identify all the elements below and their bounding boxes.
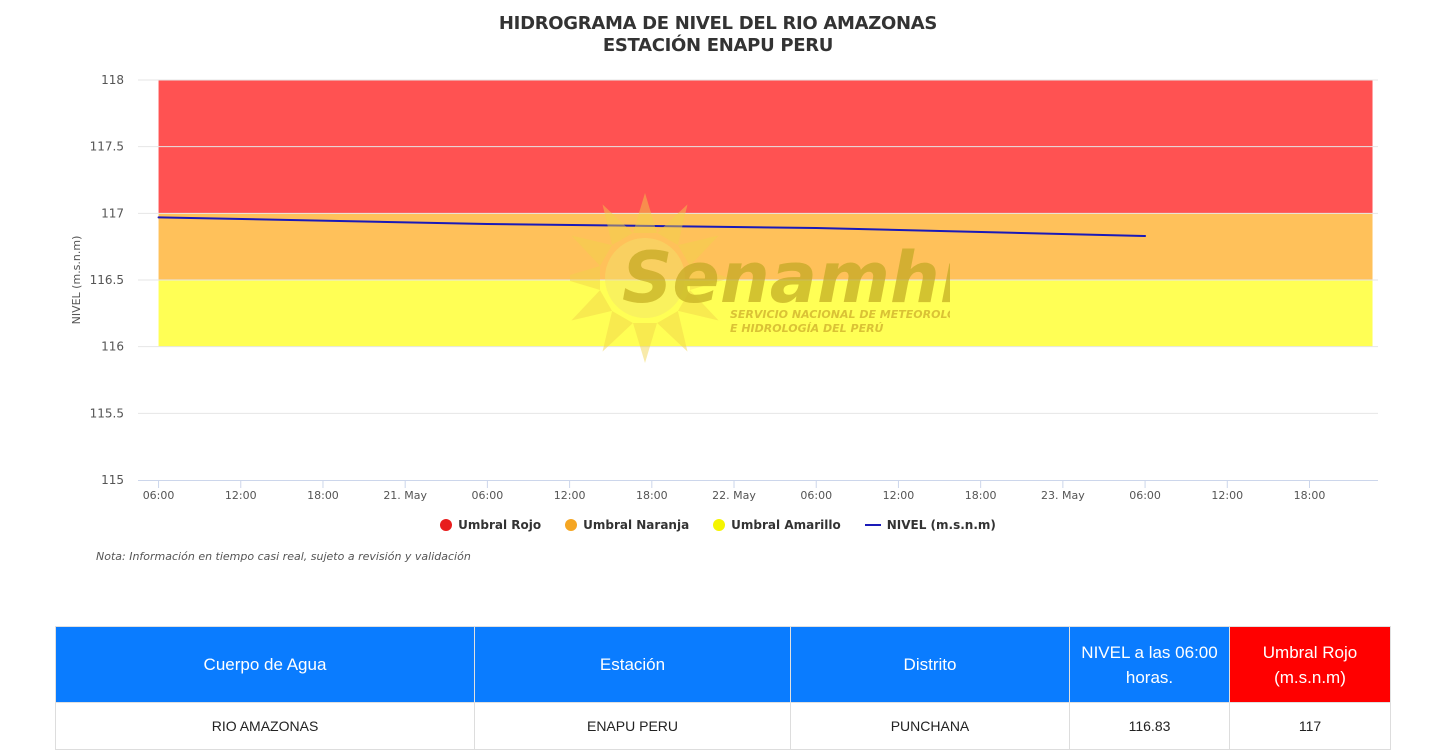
- y-axis-label: NIVEL (m.s.n.m): [70, 236, 83, 325]
- orange-dot-icon: [565, 519, 578, 531]
- y-tick-label: 116: [101, 340, 124, 354]
- chart-plot-svg: 118 117.5 117 116.5 116 115.5 115 06:00 12:00 18:…: [70, 73, 1378, 502]
- x-tick-label: 18:00: [1294, 489, 1326, 502]
- nivel-data-point: [815, 227, 818, 229]
- x-tick-label: 18:00: [307, 489, 339, 502]
- x-tick-label: 12:00: [1211, 489, 1243, 502]
- cell-estacion: ENAPU PERU: [474, 702, 791, 750]
- nivel-data-point: [1144, 235, 1147, 237]
- watermark-brand: Senamhi: [622, 237, 950, 319]
- y-tick-label: 115: [101, 473, 124, 487]
- red-dot-icon: [440, 519, 453, 531]
- threshold-band-1: [158, 213, 1373, 280]
- chart-legend: Umbral Rojo Umbral Naranja Umbral Amaril…: [0, 518, 1436, 532]
- hydrograph-chart: HIDROGRAMA DE NIVEL DEL RIO AMAZONAS EST…: [0, 13, 1436, 563]
- legend-label: Umbral Amarillo: [731, 518, 841, 532]
- watermark-subtitle-1: SERVICIO NACIONAL DE METEOROLOGÍA: [730, 308, 950, 321]
- x-tick-label: 06:00: [800, 489, 832, 502]
- chart-title: HIDROGRAMA DE NIVEL DEL RIO AMAZONAS: [498, 13, 938, 34]
- y-tick-label: 117.5: [90, 140, 124, 154]
- threshold-band-2: [158, 280, 1373, 347]
- cell-cuerpo-de-agua: RIO AMAZONAS: [55, 702, 475, 750]
- y-tick-label: 115.5: [90, 406, 124, 420]
- nivel-data-point: [486, 223, 489, 225]
- chart-subtitle: ESTACIÓN ENAPU PERU: [602, 35, 834, 56]
- legend-item-umbral-rojo[interactable]: Umbral Rojo: [440, 518, 541, 532]
- table-header-row: Cuerpo de Agua Estación Distrito NIVEL a…: [55, 626, 1391, 703]
- station-data-table: Cuerpo de Agua Estación Distrito NIVEL a…: [55, 626, 1391, 750]
- x-tick-label: 22. May: [712, 489, 756, 502]
- x-tick-label: 18:00: [965, 489, 997, 502]
- x-tick-label: 12:00: [225, 489, 257, 502]
- x-tick-label: 23. May: [1041, 489, 1085, 502]
- legend-label: Umbral Naranja: [583, 518, 690, 532]
- x-tick-label: 12:00: [554, 489, 586, 502]
- legend-item-nivel[interactable]: NIVEL (m.s.n.m): [864, 518, 996, 532]
- x-tick-label: 21. May: [383, 489, 427, 502]
- chart-note: Nota: Información en tiempo casi real, s…: [96, 550, 471, 563]
- senamhi-watermark-logo: Senamhi SERVICIO NACIONAL DE METEOROLOGÍ…: [570, 193, 950, 363]
- legend-label: Umbral Rojo: [458, 518, 542, 532]
- x-tick-label: 06:00: [143, 489, 175, 502]
- y-tick-label: 117: [101, 206, 124, 220]
- x-tick-label: 06:00: [472, 489, 504, 502]
- nivel-data-point: [157, 216, 160, 219]
- cell-distrito: PUNCHANA: [790, 702, 1070, 750]
- header-umbral-rojo: Umbral Rojo (m.s.n.m): [1229, 626, 1391, 703]
- sun-icon: [570, 193, 730, 363]
- x-tick-label: 06:00: [1129, 489, 1161, 502]
- cell-umbral-rojo: 117: [1229, 702, 1391, 750]
- legend-item-umbral-amarillo[interactable]: Umbral Amarillo: [713, 518, 841, 532]
- header-estacion: Estación: [474, 626, 791, 703]
- nivel-series-line: [158, 216, 1146, 237]
- watermark-subtitle-2: E HIDROLOGÍA DEL PERÚ: [730, 322, 884, 335]
- header-nivel: NIVEL a las 06:00 horas.: [1069, 626, 1230, 703]
- header-distrito: Distrito: [790, 626, 1070, 703]
- legend-item-umbral-naranja[interactable]: Umbral Naranja: [565, 518, 689, 532]
- legend-label: NIVEL (m.s.n.m): [886, 518, 996, 532]
- y-tick-label: 116.5: [90, 273, 124, 287]
- y-tick-label: 118: [101, 73, 124, 87]
- yellow-dot-icon: [713, 519, 726, 531]
- x-tick-label: 12:00: [883, 489, 915, 502]
- x-tick-label: 18:00: [636, 489, 668, 502]
- table-row: RIO AMAZONAS ENAPU PERU PUNCHANA 116.83 …: [55, 702, 1391, 750]
- cell-nivel: 116.83: [1069, 702, 1230, 750]
- header-cuerpo-de-agua: Cuerpo de Agua: [55, 626, 475, 703]
- line-swatch-icon: [864, 524, 881, 526]
